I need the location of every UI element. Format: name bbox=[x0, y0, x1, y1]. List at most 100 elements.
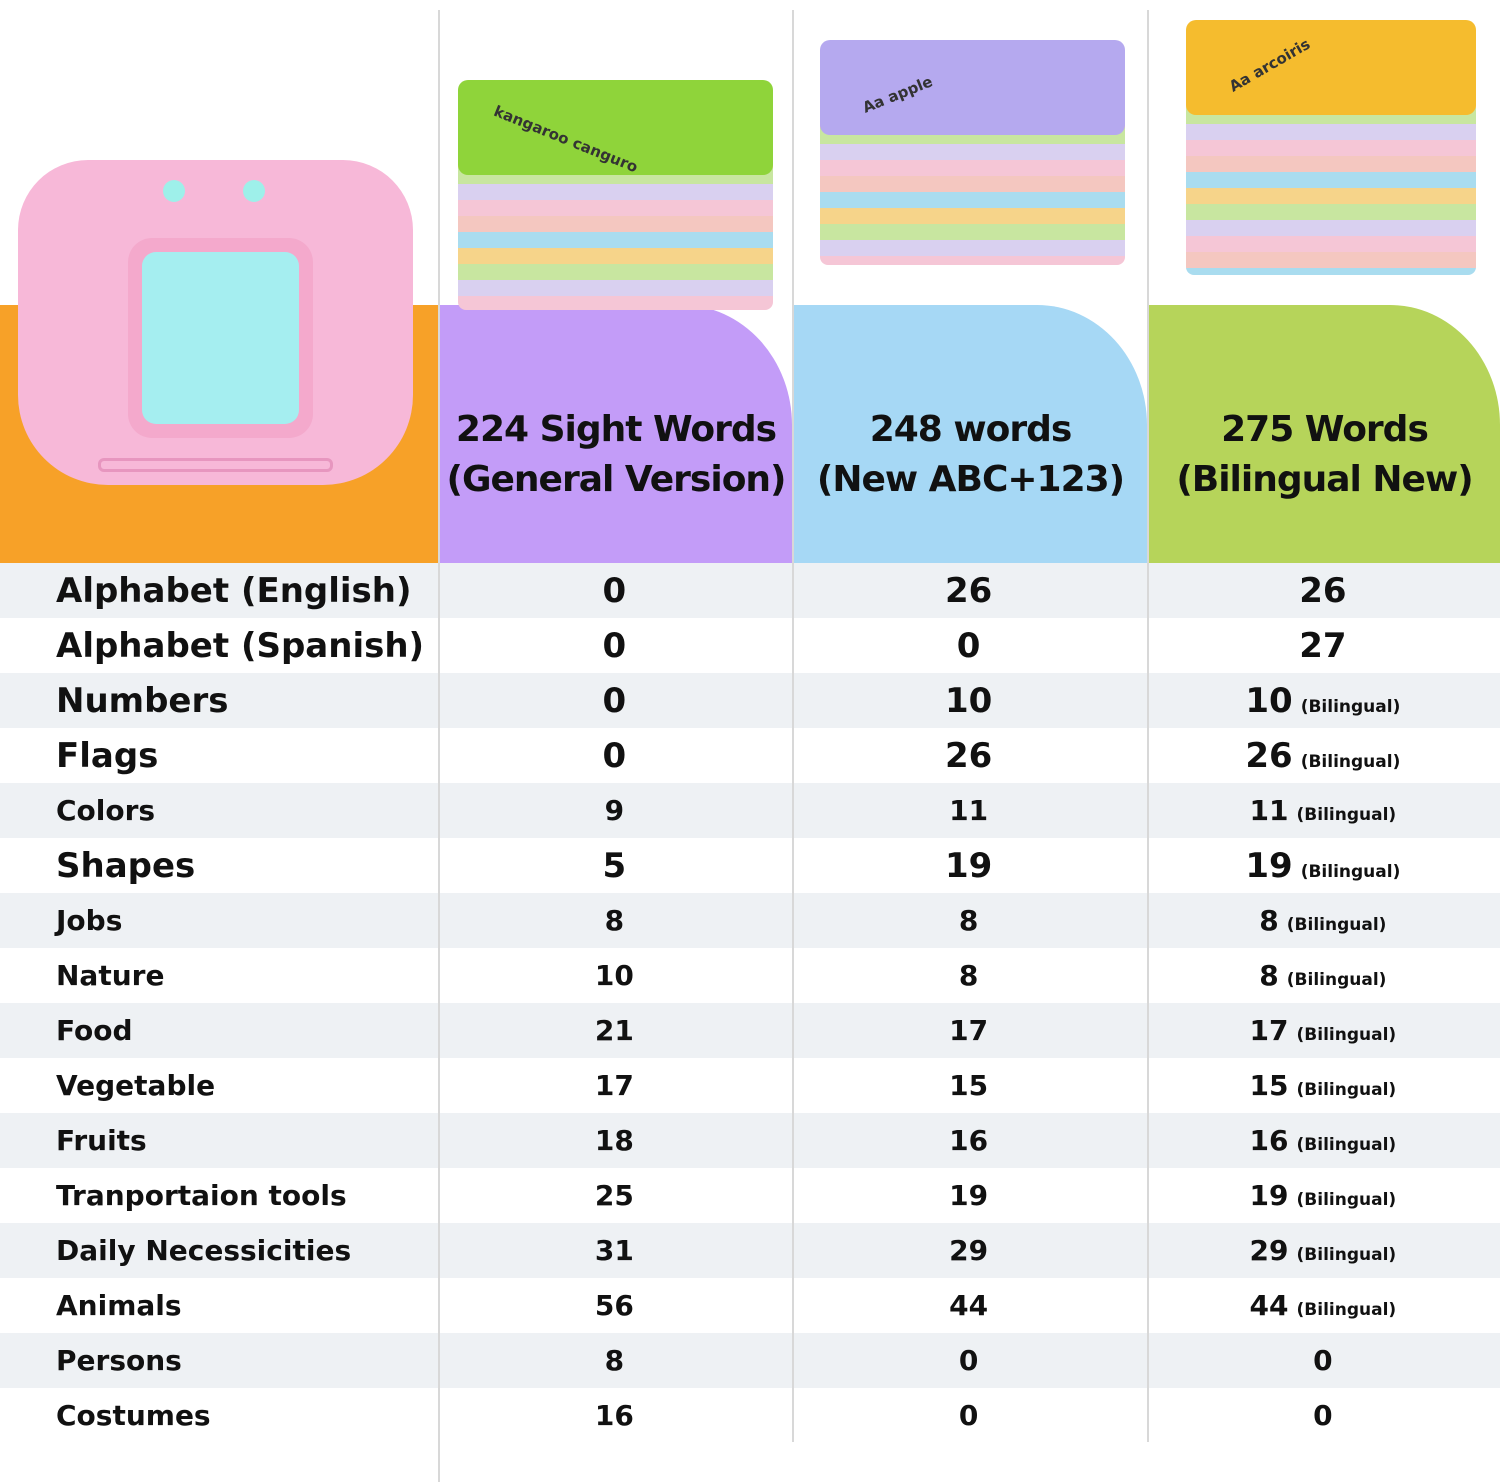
product-title-line1: 224 Sight Words bbox=[455, 409, 777, 450]
value: 16 bbox=[594, 1399, 634, 1432]
value-cell: 0 bbox=[1146, 1399, 1500, 1432]
bilingual-note: (Bilingual) bbox=[1300, 751, 1401, 772]
value-cell: 15 (Bilingual) bbox=[1146, 1069, 1500, 1102]
value: 25 bbox=[594, 1179, 634, 1212]
value-cell: 0 bbox=[437, 571, 791, 611]
value: 17 bbox=[949, 1014, 989, 1047]
value-cell: 11 bbox=[791, 794, 1145, 827]
table-row: Costumes 16 0 0 bbox=[0, 1388, 1500, 1443]
value: 26 bbox=[1299, 570, 1347, 611]
table-row: Shapes 5 19 19 (Bilingual) bbox=[0, 838, 1500, 893]
product-header-2: 248 words (New ABC+123) bbox=[794, 305, 1147, 563]
value-cell: 10 bbox=[437, 959, 791, 992]
bilingual-note: (Bilingual) bbox=[1286, 970, 1387, 990]
value-cell: 19 bbox=[791, 1179, 1145, 1212]
value: 15 bbox=[1249, 1069, 1289, 1102]
value: 19 bbox=[944, 845, 993, 886]
row-label: Fruits bbox=[56, 1124, 147, 1157]
row-label: Costumes bbox=[56, 1399, 211, 1432]
table-row: Colors 9 11 11 (Bilingual) bbox=[0, 783, 1500, 838]
product-header-1: 224 Sight Words (General Version) bbox=[440, 305, 792, 563]
flashcard-reader-device-image bbox=[18, 160, 413, 485]
value: 44 bbox=[949, 1289, 989, 1322]
bilingual-note: (Bilingual) bbox=[1286, 915, 1387, 935]
value-cell: 8 bbox=[791, 904, 1145, 937]
flashcard-top-card: Aa arcoiris bbox=[1186, 20, 1476, 115]
table-row: Animals 56 44 44 (Bilingual) bbox=[0, 1278, 1500, 1333]
value: 0 bbox=[958, 1399, 979, 1432]
value: 21 bbox=[594, 1014, 634, 1047]
value-cell: 8 bbox=[437, 904, 791, 937]
bilingual-note: (Bilingual) bbox=[1296, 1080, 1397, 1100]
value: 8 bbox=[604, 1344, 625, 1377]
value-cell: 26 bbox=[791, 736, 1145, 776]
value-cell: 26 (Bilingual) bbox=[1146, 736, 1500, 776]
bilingual-note: (Bilingual) bbox=[1300, 696, 1401, 717]
value: 0 bbox=[956, 625, 981, 666]
bilingual-note: (Bilingual) bbox=[1296, 1190, 1397, 1210]
value-cell: 0 bbox=[437, 681, 791, 721]
value-cell: 5 bbox=[437, 846, 791, 886]
value: 19 bbox=[1249, 1179, 1289, 1212]
value: 11 bbox=[949, 794, 989, 827]
value-cell: 10 (Bilingual) bbox=[1146, 681, 1500, 721]
row-label: Nature bbox=[56, 959, 165, 992]
value: 11 bbox=[1249, 794, 1289, 827]
bilingual-note: (Bilingual) bbox=[1296, 1135, 1397, 1155]
value-cell: 17 (Bilingual) bbox=[1146, 1014, 1500, 1047]
value: 26 bbox=[1245, 735, 1293, 776]
table-row: Vegetable 17 15 15 (Bilingual) bbox=[0, 1058, 1500, 1113]
table-row: Nature 10 8 8 (Bilingual) bbox=[0, 948, 1500, 1003]
value-cell: 8 (Bilingual) bbox=[1146, 904, 1500, 937]
table-row: Tranportaion tools 25 19 19 (Bilingual) bbox=[0, 1168, 1500, 1223]
value-cell: 16 bbox=[437, 1399, 791, 1432]
value: 27 bbox=[1299, 625, 1347, 666]
flashcard-top-card: kangaroo canguro bbox=[458, 80, 773, 175]
table-row: Alphabet (Spanish) 0 0 27 bbox=[0, 618, 1500, 673]
table-row: Flags 0 26 26 (Bilingual) bbox=[0, 728, 1500, 783]
value-cell: 16 bbox=[791, 1124, 1145, 1157]
value: 0 bbox=[602, 570, 627, 611]
value-cell: 8 bbox=[791, 959, 1145, 992]
row-label: Food bbox=[56, 1014, 133, 1047]
product-title-line2: (New ABC+123) bbox=[816, 459, 1125, 500]
table-row: Persons 8 0 0 bbox=[0, 1333, 1500, 1388]
value: 8 bbox=[1259, 904, 1279, 937]
row-label: Flags bbox=[56, 735, 159, 776]
value-cell: 0 bbox=[791, 626, 1145, 666]
value-cell: 31 bbox=[437, 1234, 791, 1267]
row-label: Animals bbox=[56, 1289, 182, 1322]
value-cell: 26 bbox=[791, 571, 1145, 611]
value-cell: 29 (Bilingual) bbox=[1146, 1234, 1500, 1267]
value: 18 bbox=[594, 1124, 634, 1157]
value: 0 bbox=[602, 735, 627, 776]
value-cell: 0 bbox=[791, 1399, 1145, 1432]
value: 0 bbox=[1313, 1344, 1333, 1377]
table-row: Alphabet (English) 0 26 26 bbox=[0, 563, 1500, 618]
value: 9 bbox=[604, 794, 625, 827]
value-cell: 19 (Bilingual) bbox=[1146, 846, 1500, 886]
card-word: kangaroo canguro bbox=[491, 102, 641, 175]
value-cell: 0 bbox=[437, 626, 791, 666]
value: 10 bbox=[594, 959, 634, 992]
table-row: Jobs 8 8 8 (Bilingual) bbox=[0, 893, 1500, 948]
value-cell: 8 (Bilingual) bbox=[1146, 959, 1500, 992]
value: 26 bbox=[944, 735, 993, 776]
row-label: Tranportaion tools bbox=[56, 1179, 347, 1212]
bilingual-note: (Bilingual) bbox=[1296, 1300, 1397, 1320]
value: 17 bbox=[594, 1069, 634, 1102]
table-row: Numbers 0 10 10 (Bilingual) bbox=[0, 673, 1500, 728]
product-header-3: 275 Words (Bilingual New) bbox=[1149, 305, 1500, 563]
product-title-line2: (Bilingual New) bbox=[1176, 459, 1473, 500]
card-word: Aa arcoiris bbox=[1226, 34, 1314, 96]
value: 56 bbox=[594, 1289, 634, 1322]
row-label: Alphabet (Spanish) bbox=[56, 625, 425, 666]
value-cell: 56 bbox=[437, 1289, 791, 1322]
value: 26 bbox=[944, 570, 993, 611]
value: 5 bbox=[602, 845, 627, 886]
value-cell: 17 bbox=[791, 1014, 1145, 1047]
row-label: Colors bbox=[56, 794, 156, 827]
value: 8 bbox=[958, 959, 979, 992]
value: 29 bbox=[1249, 1234, 1289, 1267]
value: 0 bbox=[602, 680, 627, 721]
